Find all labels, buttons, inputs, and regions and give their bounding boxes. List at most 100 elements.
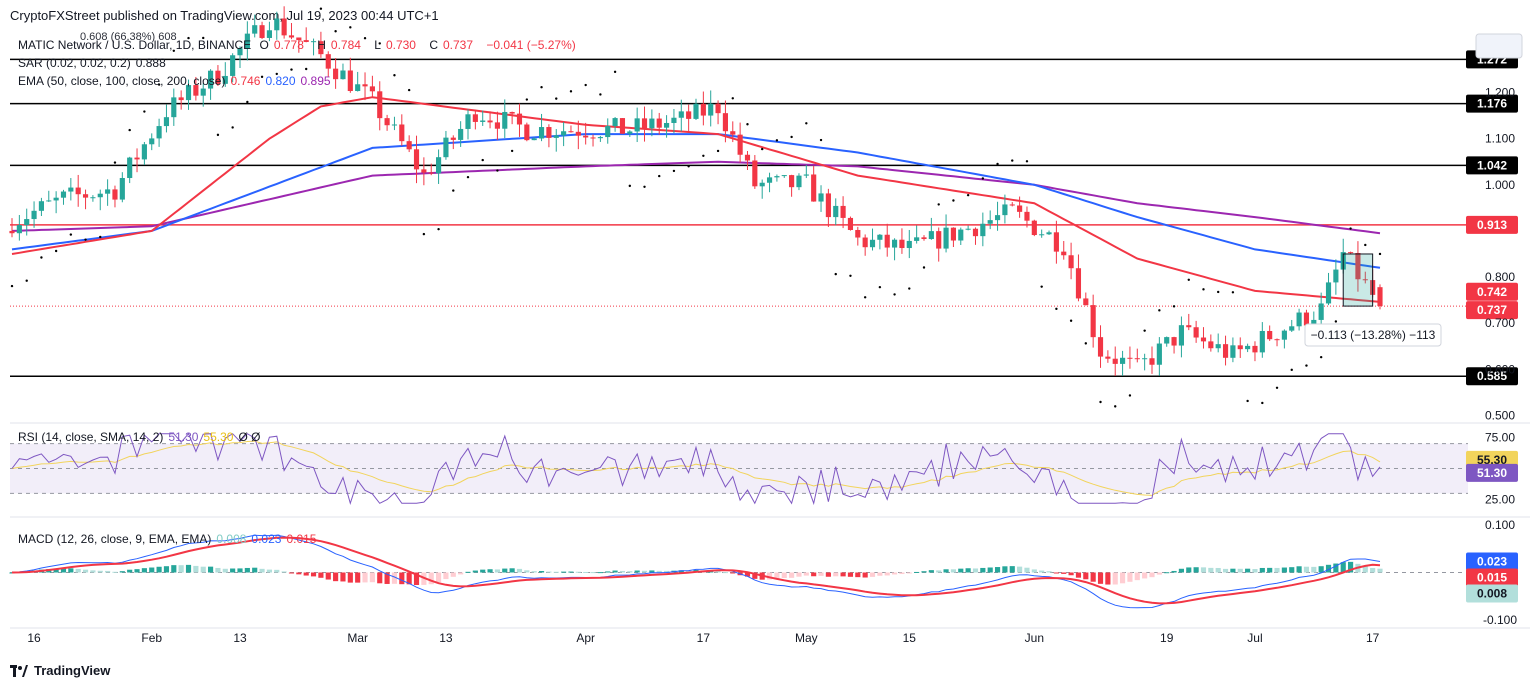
candle-body — [1171, 337, 1177, 346]
sar-dot — [1158, 309, 1161, 312]
macd-hist-bar — [333, 572, 339, 582]
candle-body — [163, 117, 170, 127]
candle-body — [1274, 339, 1280, 341]
sar-dot — [922, 266, 926, 269]
macd-hist-bar — [1274, 567, 1280, 573]
candle-body — [1186, 325, 1192, 328]
macd-hist-bar — [612, 570, 618, 573]
macd-badge-label: 0.023 — [1477, 555, 1507, 569]
candle-body — [1009, 204, 1015, 206]
macd-hist-bar — [1186, 567, 1192, 573]
candle-body — [134, 157, 140, 160]
macd-hist-bar — [1178, 568, 1184, 573]
sar-dot — [908, 287, 911, 290]
ema200-line — [11, 160, 1381, 235]
candle-body — [1024, 211, 1030, 221]
macd-hist-bar — [715, 570, 721, 573]
macd-hist-bar — [1377, 568, 1383, 573]
x-tick: 17 — [697, 631, 711, 645]
macd-hist-bar — [840, 572, 846, 577]
sar-dot — [1069, 319, 1073, 322]
macd-hist-bar — [531, 571, 537, 573]
sar-dot — [1187, 278, 1190, 282]
macd-hist-bar — [744, 572, 751, 577]
sar-dot — [437, 227, 440, 231]
sar-dot — [878, 285, 882, 289]
sar-dot — [99, 235, 102, 239]
sar-dot — [1202, 288, 1205, 291]
rsi-tick: 25.00 — [1485, 493, 1515, 507]
macd-hist-bar — [686, 570, 692, 573]
candle-body — [178, 97, 184, 101]
macd-hist-bar — [1002, 566, 1008, 573]
sar-dot — [172, 49, 176, 52]
price-badge-label: 0.737 — [1477, 303, 1507, 317]
sar-dot — [349, 26, 352, 29]
macd-hist-bar — [958, 568, 964, 573]
sar-dot — [790, 135, 793, 139]
tradingview-brand: TradingView — [34, 663, 111, 678]
measure-tooltip: −0.113 (−13.28%) −113 — [1304, 323, 1442, 347]
candle-body — [1348, 252, 1354, 254]
macd-hist-bar — [1171, 570, 1177, 573]
candle-body — [899, 239, 905, 249]
macd-hist-bar — [1134, 572, 1140, 581]
candle-body — [612, 118, 618, 127]
macd-hist-bar — [200, 566, 206, 573]
candle-body — [38, 201, 44, 211]
macd-hist-bar — [1325, 564, 1332, 573]
candle-body — [112, 189, 118, 200]
candle-body — [406, 141, 412, 150]
macd-hist-bar — [1215, 567, 1221, 573]
sar-dot — [628, 184, 632, 188]
candle-body — [443, 137, 449, 158]
candle-body — [737, 134, 743, 155]
candle-body — [1083, 298, 1089, 306]
measure-box — [1342, 253, 1374, 307]
sar-dot — [1099, 400, 1102, 404]
candle-body — [399, 124, 405, 142]
macd-hist-bar — [185, 564, 192, 573]
macd-hist-bar — [1281, 567, 1287, 573]
candle-body — [1318, 303, 1324, 320]
macd-hist-bar — [480, 569, 486, 573]
sar-dot — [981, 177, 985, 180]
sar-dot — [952, 199, 955, 202]
candle-body — [119, 178, 125, 200]
sar-dot — [569, 90, 573, 93]
macd-hist-bar — [730, 572, 736, 574]
sar-dot — [775, 139, 779, 142]
tradingview-logo[interactable]: TradingView — [10, 663, 110, 678]
rsi-sma-line — [11, 440, 1381, 496]
sar-dot — [937, 203, 940, 206]
macd-hist-bar — [627, 571, 633, 573]
sar-dot — [319, 7, 323, 10]
tradingview-logo-icon — [10, 664, 28, 677]
sar-dot — [599, 93, 602, 96]
macd-hist-bar — [972, 568, 979, 573]
macd-hist-bar — [75, 568, 81, 573]
macd-hist-bar — [1252, 569, 1258, 573]
ema50-line — [11, 96, 1381, 303]
sar-dot — [555, 97, 558, 100]
macd-hist-bar — [296, 572, 302, 575]
sar-dot — [805, 122, 808, 125]
sar-dot — [1246, 399, 1249, 403]
macd-hist-bar — [428, 572, 434, 585]
sar-dot — [1143, 329, 1146, 332]
macd-hist-bar — [288, 572, 295, 574]
candle-body — [421, 169, 427, 173]
macd-hist-bar — [208, 566, 214, 573]
macd-hist-bar — [1127, 572, 1133, 582]
candle-body — [538, 127, 545, 139]
candle-body — [274, 18, 280, 31]
candle-body — [369, 86, 375, 92]
macd-hist-bar — [1370, 568, 1376, 573]
x-tick: 15 — [903, 631, 917, 645]
candle-body — [1303, 312, 1310, 326]
macd-hist-bar — [899, 572, 905, 575]
macd-hist-bar — [1105, 572, 1111, 585]
macd-hist-bar — [406, 572, 412, 585]
macd-hist-bar — [97, 570, 103, 573]
